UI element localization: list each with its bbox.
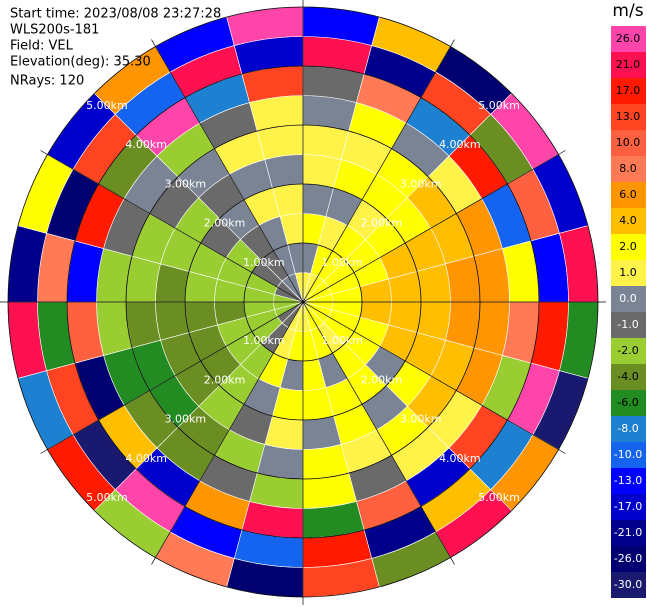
colorbar-label: -13.0: [614, 474, 642, 487]
colorbar-band: [611, 312, 646, 338]
gate-cell: [125, 255, 161, 303]
range-label: 3.00km: [400, 413, 442, 426]
gate-cell: [302, 444, 350, 480]
colorbar-label: 8.0: [619, 162, 637, 175]
gate-cell: [445, 255, 481, 303]
colorbar-band: [611, 182, 646, 208]
colorbar-label: 4.0: [619, 214, 637, 227]
range-label: 2.00km: [204, 217, 246, 230]
range-label: 3.00km: [165, 413, 207, 426]
gate-cell: [256, 124, 304, 160]
spoke: [151, 39, 455, 565]
range-label: 2.00km: [204, 373, 246, 386]
colorbar-label: 2.0: [619, 240, 637, 253]
ppi-field: [7, 6, 599, 598]
colorbar-band: [611, 390, 646, 416]
colorbar-band: [611, 104, 646, 130]
colorbar-label: 1.0: [619, 266, 637, 279]
range-label: 3.00km: [400, 177, 442, 190]
colorbar-band: [611, 286, 646, 312]
colorbar-label: -2.0: [617, 344, 638, 357]
range-ring: [184, 183, 422, 421]
range-label: 4.00km: [439, 138, 481, 151]
info-line: WLS200s-181: [10, 23, 99, 38]
colorbar-label: 17.0: [616, 84, 641, 97]
info-block: Start time: 2023/08/08 23:27:28WLS200s-1…: [10, 7, 221, 89]
colorbar-label: -26.0: [614, 552, 642, 565]
info-line: Start time: 2023/08/08 23:27:28: [10, 7, 221, 22]
info-line: Field: VEL: [10, 39, 74, 54]
guides: [0, 0, 606, 605]
colorbar-label: -21.0: [614, 526, 642, 539]
range-ring: [7, 6, 599, 598]
range-label: 2.00km: [361, 217, 403, 230]
range-label: 4.00km: [125, 452, 167, 465]
range-ring: [243, 242, 363, 362]
range-label: 1.00km: [243, 334, 285, 347]
colorbar-label: -10.0: [614, 448, 642, 461]
colorbar-label: 13.0: [616, 110, 641, 123]
colorbar-band: [611, 442, 646, 468]
colorbar-band: [611, 546, 646, 572]
colorbar-band: [611, 26, 646, 52]
colorbar-label: 10.0: [616, 136, 641, 149]
range-label: 5.00km: [86, 491, 128, 504]
colorbar-band: [611, 78, 646, 104]
gate-cell: [302, 124, 350, 160]
ring-labels: 1.00km 1.00km 1.00km 1.00km 2.00km 2.00km 2.00…: [86, 99, 520, 504]
info-line: Elevation(deg): 35.30: [10, 55, 151, 70]
colorbar-label: 21.0: [616, 58, 641, 71]
colorbar-band: [611, 572, 646, 598]
gate-cell: [445, 301, 481, 349]
colorbar-band: [611, 338, 646, 364]
colorbar-label: -6.0: [617, 396, 638, 409]
range-label: 5.00km: [478, 99, 520, 112]
colorbar-band: [611, 468, 646, 494]
colorbar-label: -8.0: [617, 422, 638, 435]
colorbar-label: 26.0: [616, 32, 641, 45]
colorbar-band: [611, 416, 646, 442]
colorbar-label: -4.0: [617, 370, 638, 383]
colorbar-band: [611, 208, 646, 234]
colorbar: m/s 26.0 21.0 17.0 13.0 10.0 8.0 6.0 4.0 2.0 1.0 0…: [611, 1, 646, 598]
colorbar-band: [611, 494, 646, 520]
range-label: 5.00km: [478, 491, 520, 504]
colorbar-band: [611, 156, 646, 182]
colorbar-label: -30.0: [614, 578, 642, 591]
range-label: 3.00km: [165, 177, 207, 190]
range-label: 1.00km: [321, 334, 363, 347]
range-ring: [125, 124, 481, 480]
gate-cell: [125, 301, 161, 349]
colorbar-title: m/s: [612, 1, 643, 21]
colorbar-band: [611, 130, 646, 156]
range-label: 4.00km: [439, 452, 481, 465]
colorbar-label: -1.0: [617, 318, 638, 331]
colorbar-band: [611, 520, 646, 546]
range-label: 1.00km: [243, 256, 285, 269]
info-line: NRays: 120: [10, 74, 84, 89]
colorbar-band: [611, 260, 646, 286]
colorbar-label: 6.0: [619, 188, 637, 201]
colorbar-band: [611, 364, 646, 390]
colorbar-label: -17.0: [614, 500, 642, 513]
range-label: 1.00km: [321, 256, 363, 269]
range-label: 2.00km: [361, 373, 403, 386]
range-ring: [66, 65, 540, 539]
colorbar-band: [611, 52, 646, 78]
colorbar-band: [611, 234, 646, 260]
gate-cell: [256, 444, 304, 480]
range-label: 4.00km: [125, 138, 167, 151]
range-label: 5.00km: [86, 99, 128, 112]
colorbar-label: 0.0: [619, 292, 637, 305]
